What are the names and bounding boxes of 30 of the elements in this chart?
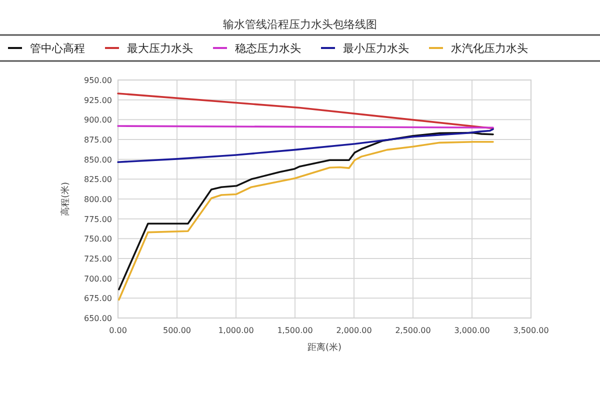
- y-tick-label: 925.00: [84, 96, 112, 105]
- x-tick-label: 3,000.00: [454, 326, 490, 335]
- y-tick-label: 825.00: [84, 175, 112, 184]
- y-axis-title: 高程(米): [60, 182, 71, 216]
- x-tick-label: 3,500.00: [513, 326, 549, 335]
- y-tick-label: 675.00: [84, 294, 112, 304]
- x-tick-label: 2,500.00: [395, 326, 431, 335]
- y-tick-label: 725.00: [84, 254, 112, 264]
- y-tick-label: 750.00: [84, 234, 112, 244]
- x-tick-label: 1,500.00: [277, 326, 313, 335]
- y-tick-label: 875.00: [84, 136, 112, 144]
- y-tick-label: 775.00: [84, 214, 112, 224]
- legend-label: 最小压力水头: [343, 42, 409, 55]
- y-tick-label: 800.00: [84, 195, 112, 204]
- x-tick-label: 0.00: [109, 326, 127, 335]
- chart-title: 输水管线沿程压力水头包络线图: [223, 18, 377, 31]
- y-tick-label: 650.00: [84, 314, 112, 323]
- y-tick-label: 700.00: [84, 274, 112, 284]
- x-tick-label: 2,000.00: [336, 326, 372, 335]
- legend-label: 管中心高程: [30, 42, 85, 55]
- x-tick-label: 1,000.00: [218, 326, 254, 335]
- line-series: [117, 128, 494, 164]
- legend-label: 稳态压力水头: [235, 42, 301, 55]
- x-tick-label: 500.00: [163, 326, 191, 335]
- legend-label: 水汽化压力水头: [451, 42, 528, 55]
- y-tick-label: 900.00: [84, 116, 112, 125]
- x-axis-title: 距离(米): [307, 342, 342, 353]
- y-tick-label: 850.00: [84, 155, 112, 164]
- legend-label: 最大压力水头: [127, 42, 193, 55]
- y-tick-label: 950.00: [84, 76, 112, 85]
